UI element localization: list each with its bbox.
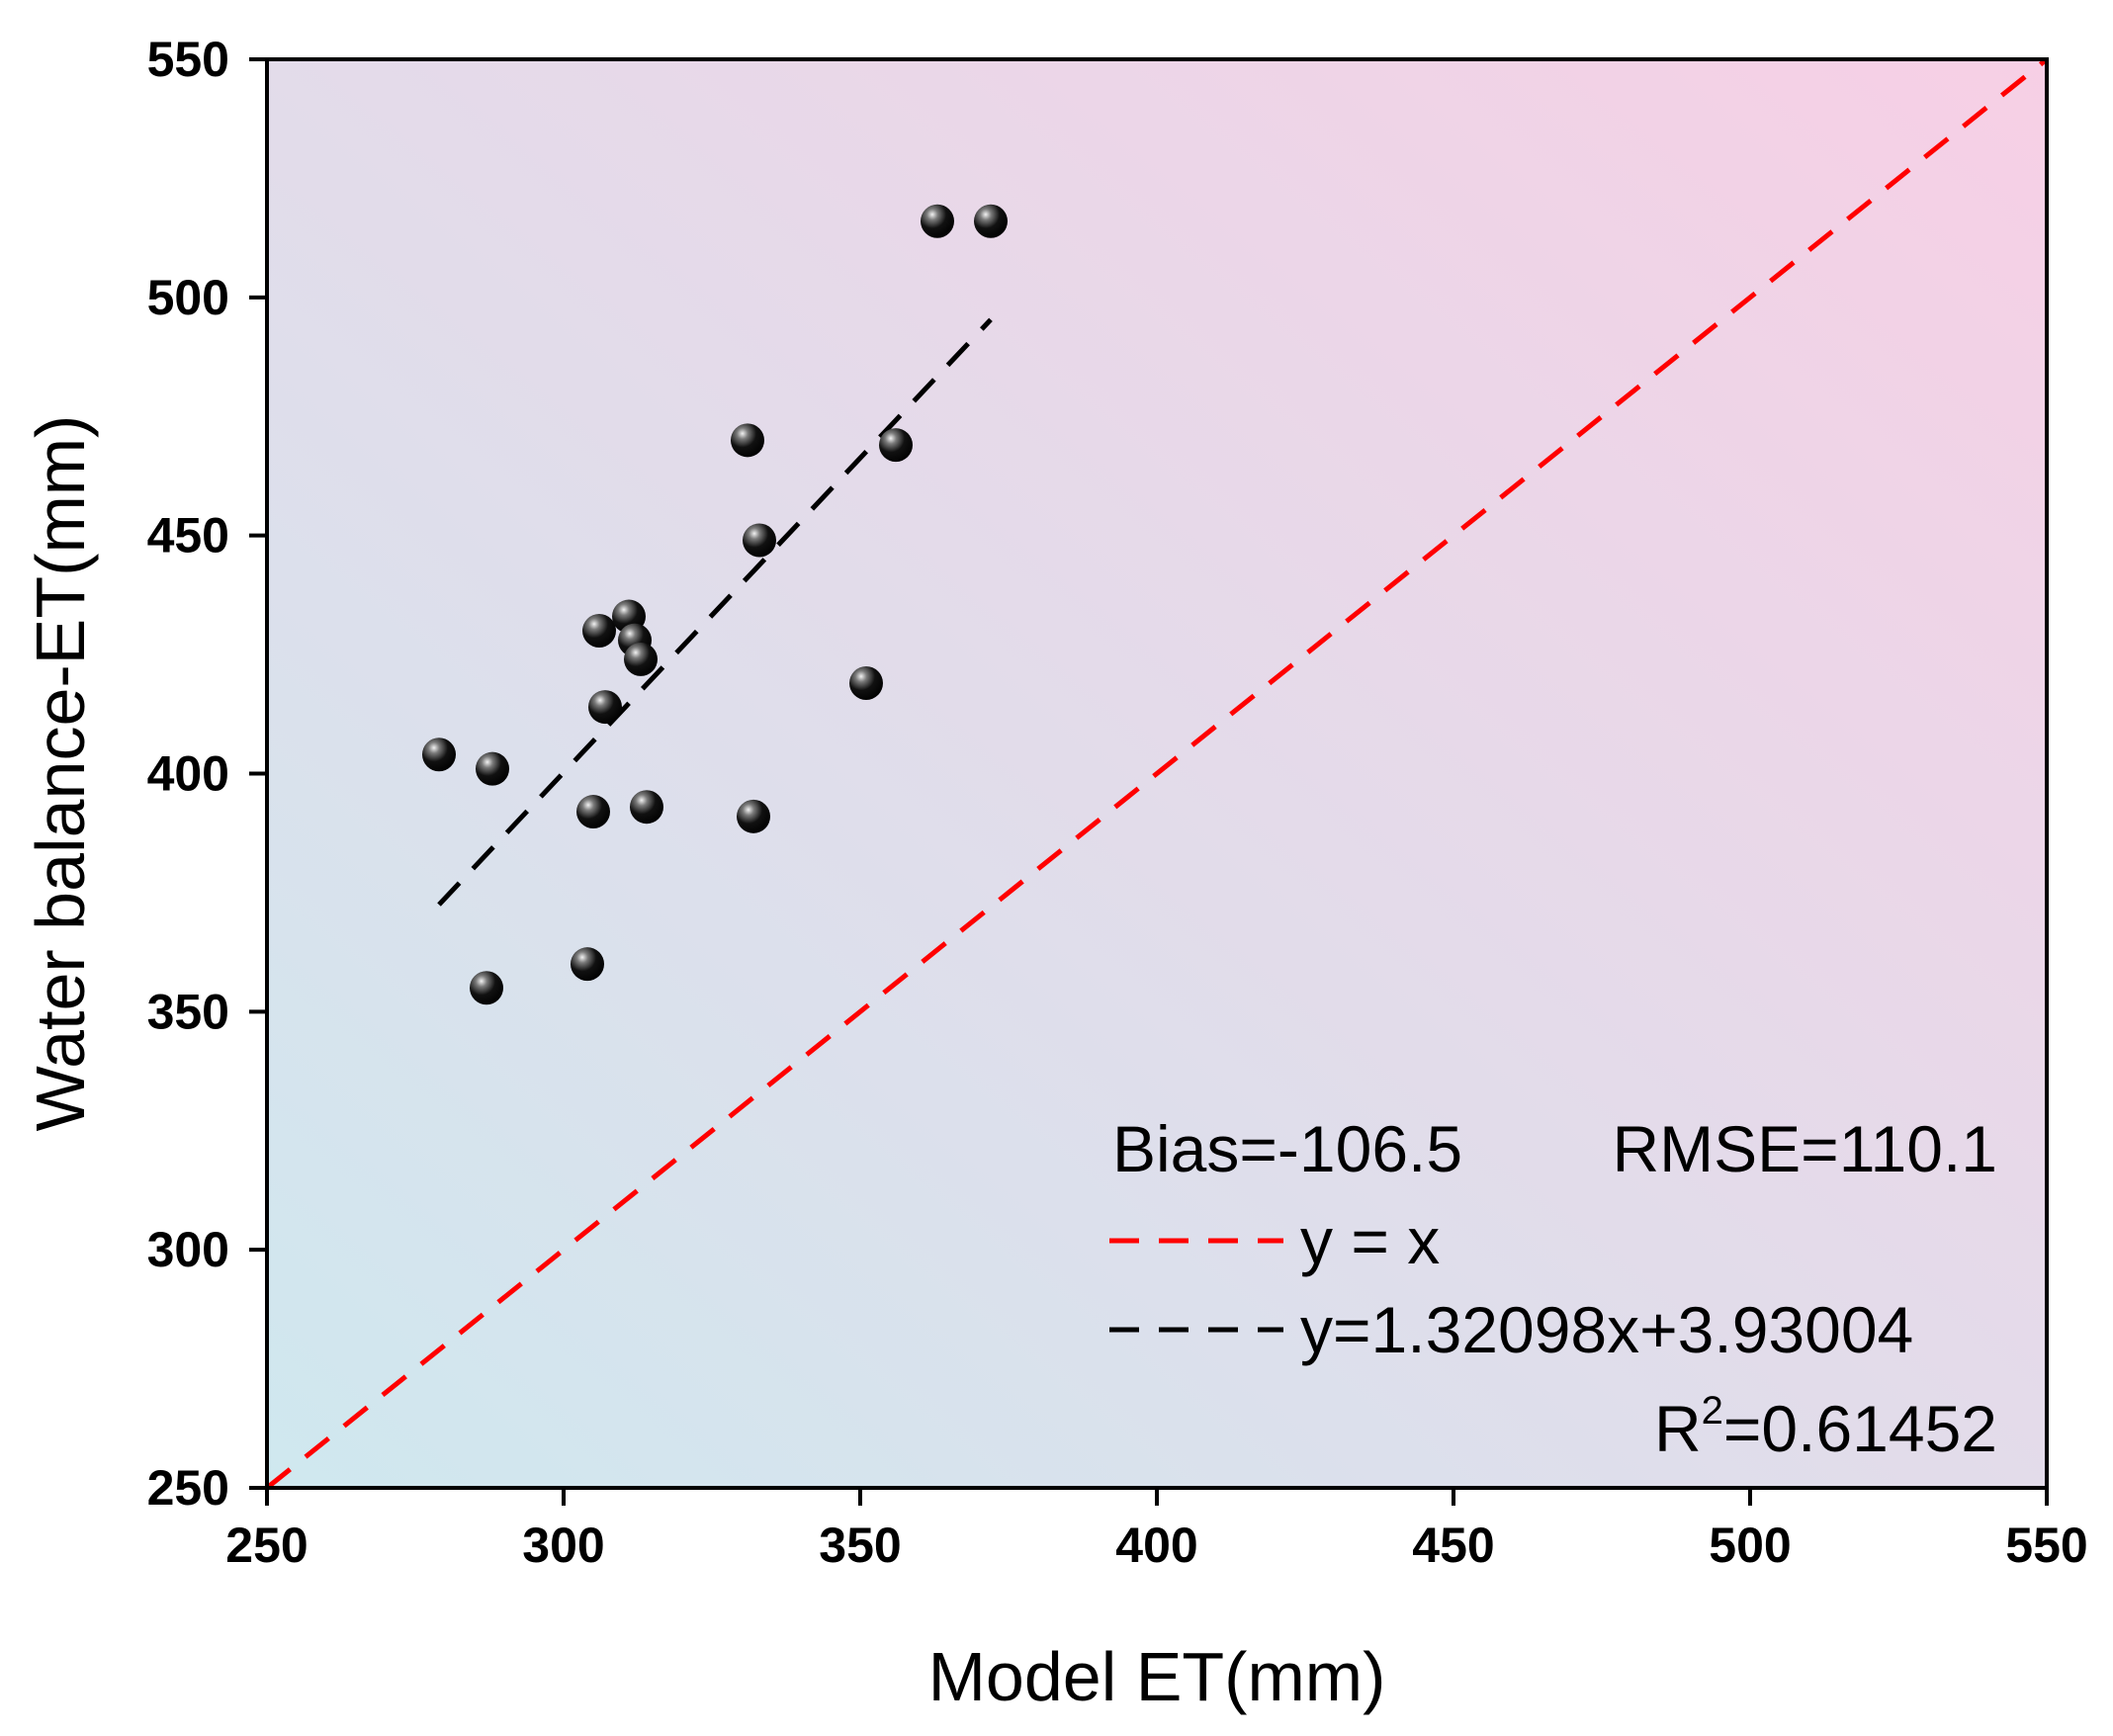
x-tick-label: 250 [225, 1518, 308, 1573]
data-point [737, 799, 770, 833]
y-tick-label: 500 [147, 270, 229, 325]
data-point [476, 751, 509, 786]
x-tick-label: 450 [1412, 1518, 1494, 1573]
data-point [849, 665, 883, 700]
fit-line [437, 317, 993, 907]
r-squared-superscript: 2 [1702, 1389, 1723, 1432]
rmse-text: RMSE=110.1 [1613, 1112, 1998, 1185]
y-axis: 250 300 350 400 450 500 550 [147, 32, 267, 1516]
x-tick-label: 500 [1709, 1518, 1791, 1573]
x-tick-label: 350 [819, 1518, 901, 1573]
data-point [588, 690, 622, 725]
data-point [582, 614, 616, 648]
x-tick-label: 300 [522, 1518, 604, 1573]
bias-text: Bias=-106.5 [1112, 1112, 1462, 1185]
legend-identity-label: y = x [1300, 1204, 1440, 1277]
r-squared-value: =0.61452 [1723, 1392, 1997, 1465]
y-tick-label: 350 [147, 984, 229, 1039]
data-point [470, 971, 503, 1005]
y-tick-label: 450 [147, 508, 229, 564]
y-axis-title: Water balance-ET(mm) [22, 415, 99, 1132]
x-tick-label: 400 [1115, 1518, 1197, 1573]
data-points [422, 204, 1008, 1005]
r-squared-text: R2=0.61452 [1654, 1389, 1997, 1465]
data-point [630, 790, 663, 825]
identity-line [267, 59, 2047, 1488]
data-point [576, 795, 610, 829]
y-tick-label: 250 [147, 1460, 229, 1516]
x-axis-title: Model ET(mm) [928, 1638, 1386, 1715]
data-point [571, 947, 604, 982]
data-point [921, 204, 954, 238]
r-squared-prefix: R [1654, 1392, 1702, 1465]
y-tick-label: 400 [147, 746, 229, 802]
data-point [731, 423, 764, 458]
x-tick-label: 550 [2005, 1518, 2087, 1573]
y-tick-label: 550 [147, 32, 229, 87]
data-point [743, 523, 776, 558]
y-tick-label: 300 [147, 1222, 229, 1277]
data-point [422, 738, 456, 772]
data-point [879, 428, 913, 463]
legend-fit-label: y=1.32098x+3.93004 [1300, 1293, 1913, 1366]
data-point [624, 642, 658, 676]
data-point [974, 204, 1008, 238]
x-axis: 250 300 350 400 450 500 550 [225, 1488, 2088, 1573]
legend: Bias=-106.5 RMSE=110.1 y = x y=1.32098x+… [1109, 1112, 1997, 1465]
